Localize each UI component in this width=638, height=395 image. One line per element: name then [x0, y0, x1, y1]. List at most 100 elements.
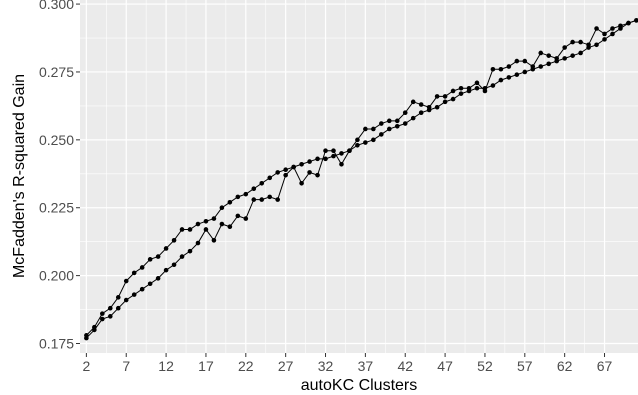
series-2-point	[626, 20, 631, 26]
series-1-point	[275, 170, 280, 175]
series-2-point	[570, 39, 575, 45]
series-1-point	[578, 50, 583, 56]
series-2-point	[506, 64, 512, 69]
y-tick-label: 0.300	[39, 0, 74, 12]
series-2-point	[147, 281, 153, 287]
series-1-point	[123, 278, 129, 284]
x-tick-label: 67	[597, 358, 613, 374]
series-1-point	[187, 227, 193, 232]
series-1-point	[259, 180, 265, 186]
series-2-point	[235, 213, 241, 219]
series-2-point	[123, 297, 129, 303]
series-2-point	[434, 94, 440, 99]
x-tick-label: 22	[238, 358, 254, 374]
x-tick-label: 27	[278, 358, 294, 374]
y-axis: 0.175 0.200 0.225 0.250 0.275 0.300	[39, 0, 80, 351]
series-2-point	[267, 194, 273, 200]
series-2-point	[139, 286, 145, 292]
series-1-point	[602, 37, 607, 42]
series-1-point	[418, 110, 424, 115]
series-1-point	[131, 270, 137, 276]
series-layer	[84, 18, 638, 341]
x-tick-label: 32	[318, 358, 334, 374]
x-tick-label: 17	[198, 358, 214, 374]
series-2-point	[594, 26, 599, 31]
series-2-point	[323, 148, 328, 154]
series-1-point	[299, 161, 304, 167]
series-1-point	[458, 91, 464, 96]
y-tick-label: 0.275	[39, 64, 74, 80]
series-2-point	[92, 327, 97, 333]
series-1-point	[155, 254, 161, 259]
series-2-point	[474, 80, 480, 86]
series-1-point	[450, 96, 456, 102]
series-2-point	[379, 121, 384, 126]
series-2-point	[482, 88, 488, 94]
series-2-point	[514, 58, 520, 64]
series-2-point	[538, 50, 544, 56]
series-1-point	[267, 175, 273, 181]
series-1-point	[498, 77, 504, 83]
series-2-point	[586, 42, 591, 48]
x-tick-label: 57	[517, 358, 533, 374]
series-2-point	[458, 85, 464, 91]
series-1-point	[211, 216, 217, 221]
series-2-point	[107, 314, 113, 319]
series-2-point	[418, 102, 424, 107]
series-2-point	[227, 224, 233, 230]
series-1-point	[610, 31, 615, 37]
series-2-point	[618, 23, 623, 29]
series-1-point	[546, 61, 552, 67]
x-tick-label: 2	[82, 358, 90, 374]
series-2-point	[203, 227, 209, 232]
series-1-point	[251, 186, 257, 192]
series-1-point	[315, 156, 320, 162]
minor-grid	[80, 0, 638, 353]
y-tick-label: 0.200	[39, 268, 74, 284]
series-2-point	[219, 221, 225, 227]
x-tick-label: 37	[358, 358, 374, 374]
series-2-point	[155, 276, 161, 281]
series-1-point	[371, 137, 376, 143]
series-2-point	[530, 64, 536, 69]
series-1-point	[379, 132, 384, 137]
plot-panel	[80, 0, 638, 353]
series-2-point	[546, 53, 552, 58]
series-1-point	[147, 257, 153, 262]
series-1-line	[86, 19, 637, 336]
series-2-point	[522, 58, 528, 64]
x-tick-label: 42	[397, 358, 413, 374]
series-2-point	[442, 94, 448, 99]
y-axis-title: McFadden's R-squared Gain	[11, 74, 28, 278]
x-axis-title: autoKC Clusters	[301, 377, 418, 394]
series-2-point	[363, 126, 368, 132]
y-tick-label: 0.225	[39, 200, 74, 216]
series-2-point	[339, 161, 344, 167]
series-1-point	[490, 83, 496, 88]
series-2-point	[578, 39, 583, 45]
series-2-point	[131, 292, 137, 297]
series-1-point	[562, 56, 567, 61]
series-2-point	[291, 164, 296, 170]
series-1-point	[115, 295, 121, 300]
series-2-point	[163, 267, 169, 273]
series-1-point	[171, 238, 177, 243]
series-2-point	[100, 316, 105, 322]
series-2-point	[211, 238, 217, 243]
series-2-point	[634, 18, 638, 23]
series-1-point	[139, 265, 145, 270]
series-2-point	[386, 118, 392, 124]
series-1-point	[402, 121, 408, 126]
series-2-point	[410, 99, 416, 105]
series-2-point	[179, 254, 185, 259]
x-tick-label: 12	[158, 358, 174, 374]
series-2-point	[307, 170, 312, 175]
x-tick-label: 52	[477, 358, 493, 374]
series-2-point	[283, 172, 288, 178]
series-2-point	[275, 197, 280, 202]
series-1-point	[227, 199, 233, 205]
series-1-point	[363, 140, 368, 145]
series-2-point	[299, 180, 304, 186]
x-tick-label: 47	[437, 358, 453, 374]
